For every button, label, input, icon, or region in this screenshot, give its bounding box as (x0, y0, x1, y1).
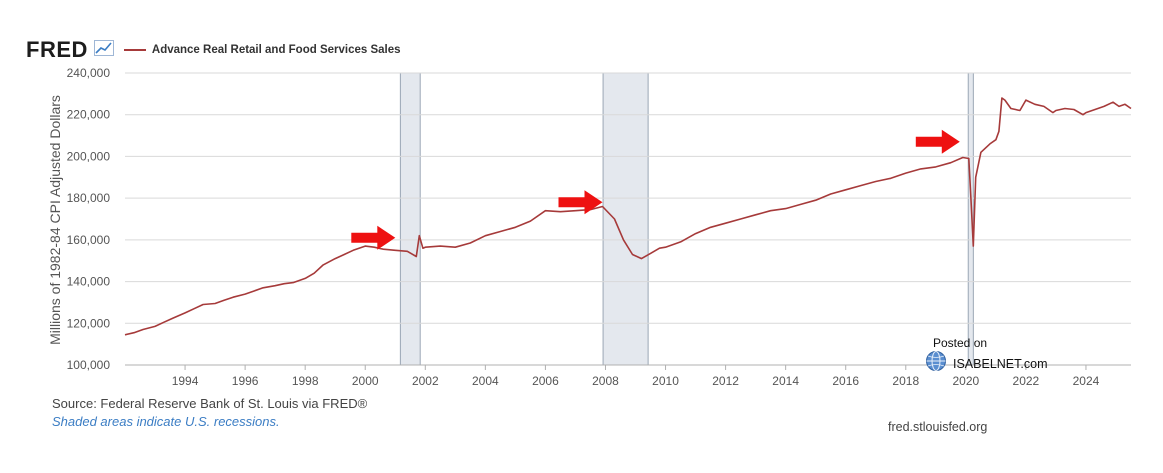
x-tick-label: 2012 (712, 374, 739, 388)
line-chart-icon (93, 39, 114, 61)
arrow-annotations (351, 129, 960, 250)
x-tick-label: 2014 (772, 374, 799, 388)
y-tick-label: 220,000 (67, 108, 111, 122)
x-tick-label: 2008 (592, 374, 619, 388)
red-arrow-1 (351, 225, 396, 250)
globe-icon (925, 350, 947, 377)
source-note: Source: Federal Reserve Bank of St. Loui… (52, 396, 368, 411)
x-tick-label: 1998 (292, 374, 319, 388)
series-line-1 (124, 97, 1132, 336)
y-axis-label: Millions of 1982-84 CPI Adjusted Dollars (47, 95, 63, 345)
x-tick-label: 2022 (1013, 374, 1040, 388)
y-tick-label: 240,000 (67, 66, 111, 80)
red-arrow-2 (558, 190, 603, 215)
legend-label: Advance Real Retail and Food Services Sa… (151, 44, 401, 56)
series-lines (124, 97, 1132, 336)
x-tick-label: 2016 (832, 374, 859, 388)
legend-swatch (123, 49, 146, 51)
x-axis-ticks: 1994 1996 1998 2000 2002 2004 2006 2008 2010 2012… (125, 364, 1131, 388)
isabelnet-watermark: ISABELNET.com (925, 350, 1047, 377)
recession-band-2 (602, 72, 649, 366)
recession-note: Shaded areas indicate U.S. recessions. (52, 414, 280, 429)
x-tick-label: 2018 (892, 374, 919, 388)
x-tick-label: 2004 (472, 374, 499, 388)
x-tick-label: 2002 (412, 374, 439, 388)
y-tick-label: 180,000 (67, 191, 111, 205)
y-tick-label: 140,000 (67, 275, 111, 289)
x-tick-label: 2006 (532, 374, 559, 388)
fred-logo: FRED (26, 37, 88, 62)
x-tick-label: 2000 (352, 374, 379, 388)
y-tick-label: 120,000 (67, 316, 111, 330)
chart-header: FRED Advance Real Retail and Food Servic… (26, 37, 401, 62)
watermark-posted-on: Posted on (933, 336, 988, 350)
x-tick-label: 2020 (952, 374, 979, 388)
y-axis-ticks: 100,000 120,000 140,000 160,000 180,000 200,0… (67, 66, 111, 372)
recession-bands (399, 72, 974, 366)
red-arrow-3 (915, 129, 960, 154)
site-link[interactable]: fred.stlouisfed.org (888, 420, 988, 434)
x-tick-label: 1994 (172, 374, 199, 388)
x-tick-label: 2024 (1073, 374, 1100, 388)
x-tick-label: 1996 (232, 374, 259, 388)
recession-band-1 (399, 72, 421, 366)
y-tick-label: 100,000 (67, 358, 111, 372)
y-tick-label: 160,000 (67, 233, 111, 247)
y-tick-label: 200,000 (67, 149, 111, 163)
x-tick-label: 2010 (652, 374, 679, 388)
watermark-name: ISABELNET.com (953, 356, 1048, 371)
